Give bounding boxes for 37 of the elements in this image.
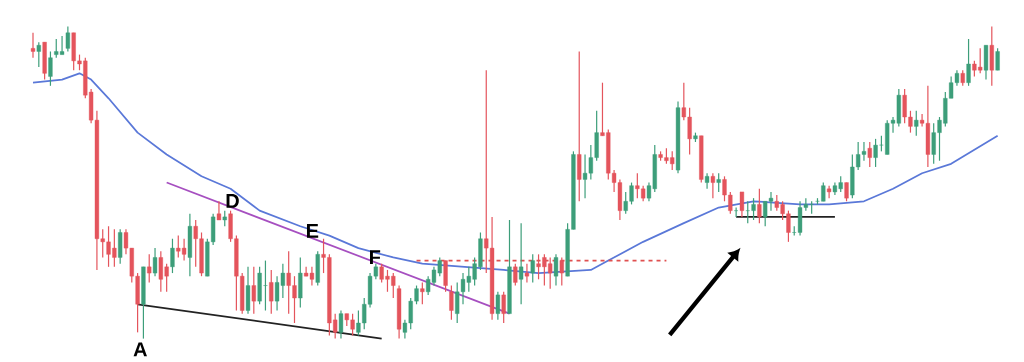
candlestick (495, 291, 500, 321)
candlestick (966, 38, 971, 87)
candlestick (826, 185, 832, 199)
candlestick (263, 259, 268, 312)
candlestick (914, 110, 919, 137)
candlestick (844, 181, 849, 202)
candlestick (338, 309, 344, 340)
candlestick (530, 253, 535, 284)
candlestick (65, 25, 70, 53)
annotation: F (370, 250, 381, 264)
candlestick (710, 172, 715, 199)
candlestick (36, 41, 41, 68)
text: A (133, 342, 147, 357)
candlestick (251, 266, 256, 315)
candlestick (449, 284, 454, 321)
candlestick (995, 47, 1000, 71)
candlestick (216, 200, 222, 221)
candlestick (734, 206, 739, 218)
candlestick (739, 191, 745, 218)
candlestick (704, 172, 710, 190)
candlestick (716, 172, 721, 193)
candlestick (48, 50, 53, 87)
candlestick (821, 181, 826, 202)
candlestick (147, 253, 152, 284)
candlestick (170, 238, 175, 274)
candlestick (501, 291, 506, 324)
candlestick (524, 263, 530, 284)
candlestick (519, 222, 524, 305)
candlestick (513, 263, 518, 287)
candlestick (269, 269, 274, 315)
candlestick (152, 247, 158, 277)
annotation: D (226, 194, 239, 208)
candlestick (867, 141, 872, 168)
candlestick (553, 253, 559, 287)
candlestick (420, 281, 425, 305)
candlestick (757, 188, 762, 224)
candlestick (30, 32, 36, 59)
